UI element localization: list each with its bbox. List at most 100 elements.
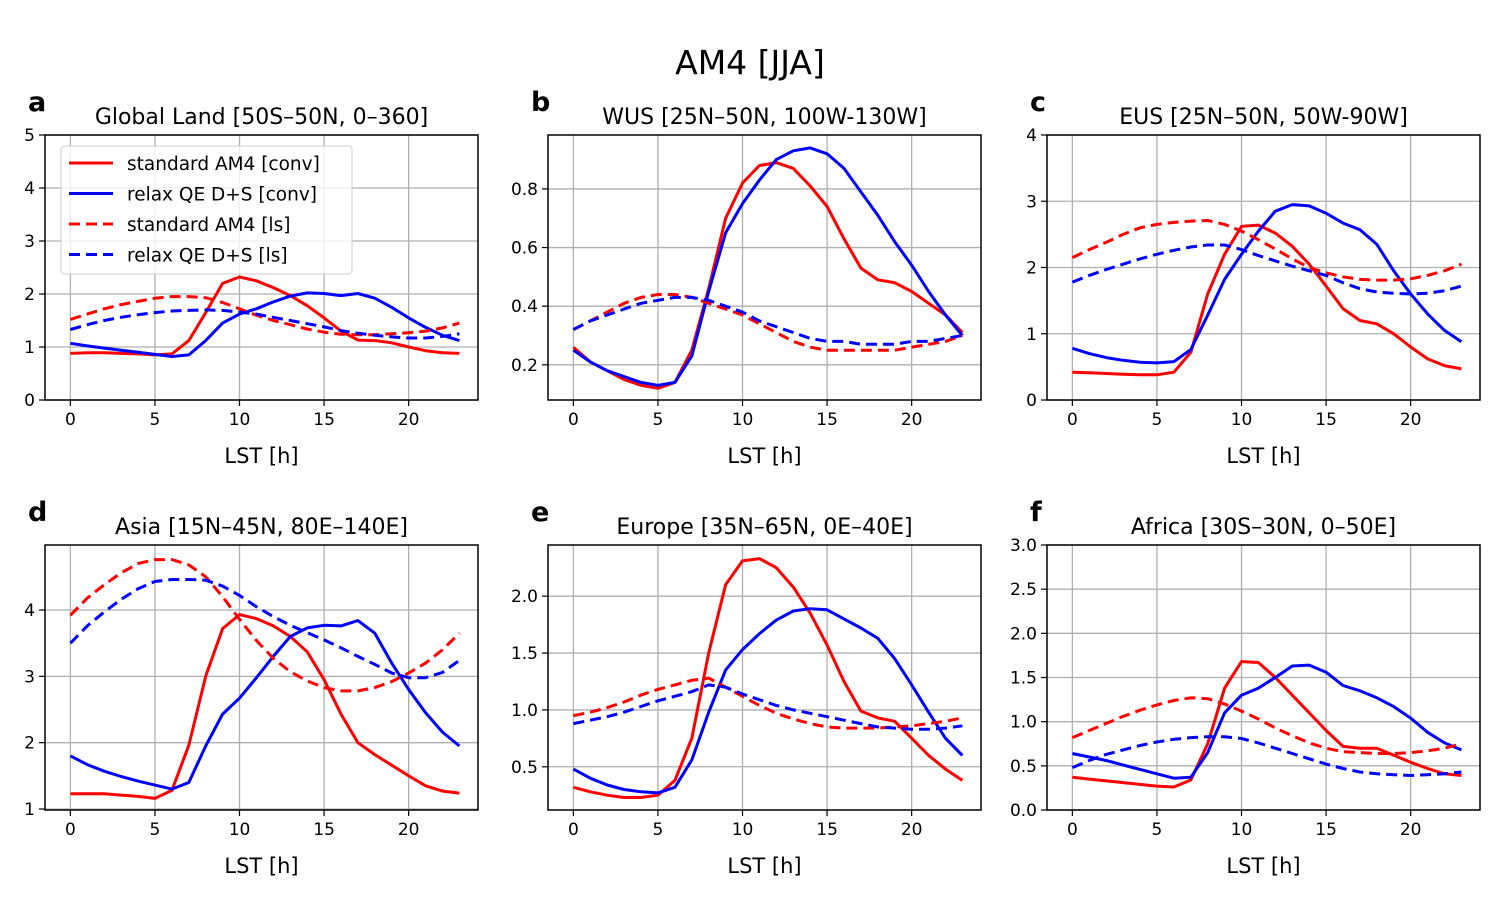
x-tick-label: 5: [150, 820, 161, 840]
x-tick-label: 15: [1315, 410, 1337, 430]
y-tick-label: 4: [24, 601, 35, 621]
y-tick-label: 5: [24, 126, 35, 146]
x-tick-label: 0: [1067, 820, 1078, 840]
x-axis-label: LST [h]: [224, 444, 298, 468]
y-tick-label: 2: [24, 285, 35, 305]
y-tick-label: 1.0: [511, 701, 538, 721]
legend-label: relax QE D+S [conv]: [127, 185, 317, 206]
series-line-relax-qe-d-s-ls: [69, 578, 461, 680]
series-line-standard-am4-conv: [572, 161, 964, 390]
x-axis-label: LST [h]: [727, 854, 801, 878]
x-tick-label: 20: [398, 410, 420, 430]
x-tick-label: 15: [1315, 820, 1337, 840]
x-axis-label: LST [h]: [1226, 444, 1300, 468]
y-tick-label: 4: [24, 179, 35, 199]
x-tick-label: 15: [313, 820, 335, 840]
series-line-standard-am4-conv: [70, 275, 460, 357]
axes-frame: [547, 134, 982, 401]
panel-letter: a: [28, 87, 46, 118]
panel-title: Africa [30S–30N, 0–50E]: [1131, 515, 1396, 540]
legend-box: [60, 145, 353, 275]
y-tick-label: 1.5: [511, 644, 538, 664]
x-tick-label: 5: [653, 820, 664, 840]
series-line-standard-am4-ls: [69, 558, 461, 693]
x-tick-label: 10: [732, 410, 754, 430]
series-line-standard-am4-conv: [1072, 660, 1462, 789]
series-line-relax-qe-d-s-ls: [1071, 243, 1462, 296]
legend-label: standard AM4 [conv]: [127, 154, 320, 175]
series-line-relax-qe-d-s-ls: [573, 683, 963, 731]
series-line-relax-qe-d-s-conv: [572, 146, 964, 387]
series-line-relax-qe-d-s-conv: [1072, 663, 1462, 780]
panel-e: 0 5 10 15 20 0.5 1.0 1.5 2.0 Europe [35N–65N, 0E–…: [511, 497, 982, 878]
y-tick-label: 3: [24, 232, 35, 252]
x-axis-label: LST [h]: [727, 444, 801, 468]
y-tick-label: 0.8: [511, 180, 538, 200]
panel-b: 0 5 10 15 20 0.2 0.4 0.6 0.8 WUS [25N–50N, 100W-1…: [511, 87, 982, 468]
x-tick-label: 5: [1152, 410, 1163, 430]
y-tick-label: 0: [1026, 391, 1037, 411]
series-line-relax-qe-d-s-ls: [572, 295, 963, 346]
y-tick-label: 0.6: [511, 239, 538, 259]
legend-label: standard AM4 [ls]: [127, 215, 290, 236]
x-tick-label: 20: [398, 820, 420, 840]
x-tick-label: 20: [1400, 820, 1422, 840]
y-tick-label: 4: [1026, 126, 1037, 146]
y-tick-label: 2.0: [511, 587, 538, 607]
y-tick-label: 2.0: [1010, 624, 1037, 644]
y-tick-label: 0.4: [511, 297, 538, 317]
x-tick-label: 0: [568, 820, 579, 840]
series-line-standard-am4-ls: [1071, 696, 1462, 755]
panel-letter: d: [28, 497, 47, 528]
legend-label: relax QE D+S [ls]: [127, 246, 288, 267]
x-tick-label: 5: [653, 410, 664, 430]
axes-frame: [547, 544, 982, 811]
panel-letter: b: [531, 87, 550, 118]
series-line-standard-am4-conv: [1072, 223, 1462, 377]
series-line-standard-am4-conv: [70, 613, 460, 800]
x-tick-label: 10: [1231, 410, 1253, 430]
x-tick-label: 10: [229, 820, 251, 840]
x-tick-label: 0: [65, 410, 76, 430]
y-tick-label: 3: [24, 667, 35, 687]
x-tick-label: 20: [901, 410, 923, 430]
axes-frame: [44, 134, 479, 401]
panel-title: Europe [35N–65N, 0E–40E]: [616, 515, 912, 540]
x-tick-label: 0: [65, 820, 76, 840]
axes-frame: [1046, 544, 1481, 811]
x-tick-label: 10: [1231, 820, 1253, 840]
x-tick-label: 10: [732, 820, 754, 840]
series-line-relax-qe-d-s-conv: [1071, 203, 1463, 365]
series-line-relax-qe-d-s-ls: [1071, 735, 1462, 777]
panel-a: 0 5 10 15 20 0 1 2 3 4 5 Global Land [50S–50N, 0–36…: [24, 87, 479, 468]
x-tick-label: 5: [1152, 820, 1163, 840]
y-tick-label: 0: [24, 391, 35, 411]
axes-frame: [44, 544, 479, 811]
series-line-relax-qe-d-s-ls: [69, 308, 460, 340]
y-tick-label: 2.5: [1010, 580, 1037, 600]
y-tick-label: 0.5: [1010, 757, 1037, 777]
y-tick-label: 0.0: [1010, 801, 1037, 821]
y-tick-label: 1.0: [1010, 713, 1037, 733]
x-tick-label: 15: [816, 820, 838, 840]
panel-letter: e: [531, 497, 549, 528]
panel-letter: c: [1030, 87, 1046, 118]
series-line-relax-qe-d-s-conv: [69, 619, 461, 791]
series-line-relax-qe-d-s-conv: [572, 607, 964, 795]
y-tick-label: 3.0: [1010, 536, 1037, 556]
x-tick-label: 0: [1067, 410, 1078, 430]
x-tick-label: 10: [229, 410, 251, 430]
x-tick-label: 5: [150, 410, 161, 430]
y-tick-label: 1.5: [1010, 669, 1037, 689]
panel-title: Global Land [50S–50N, 0–360]: [95, 105, 428, 130]
legend: standard AM4 [conv] relax QE D+S [conv] st…: [60, 145, 353, 275]
y-tick-label: 2: [1026, 259, 1037, 279]
panel-c: 0 5 10 15 20 0 1 2 3 4 EUS [25N–50N, 50W-90W] c LST …: [1026, 87, 1481, 468]
x-tick-label: 20: [901, 820, 923, 840]
x-tick-label: 0: [568, 410, 579, 430]
x-tick-label: 15: [816, 410, 838, 430]
series-line-relax-qe-d-s-conv: [70, 291, 460, 358]
panel-f: 0 5 10 15 20 0.0 0.5 1.0 1.5 2.0 2.5 3.0 Africa [30S…: [1010, 497, 1481, 878]
y-tick-label: 2: [24, 734, 35, 754]
